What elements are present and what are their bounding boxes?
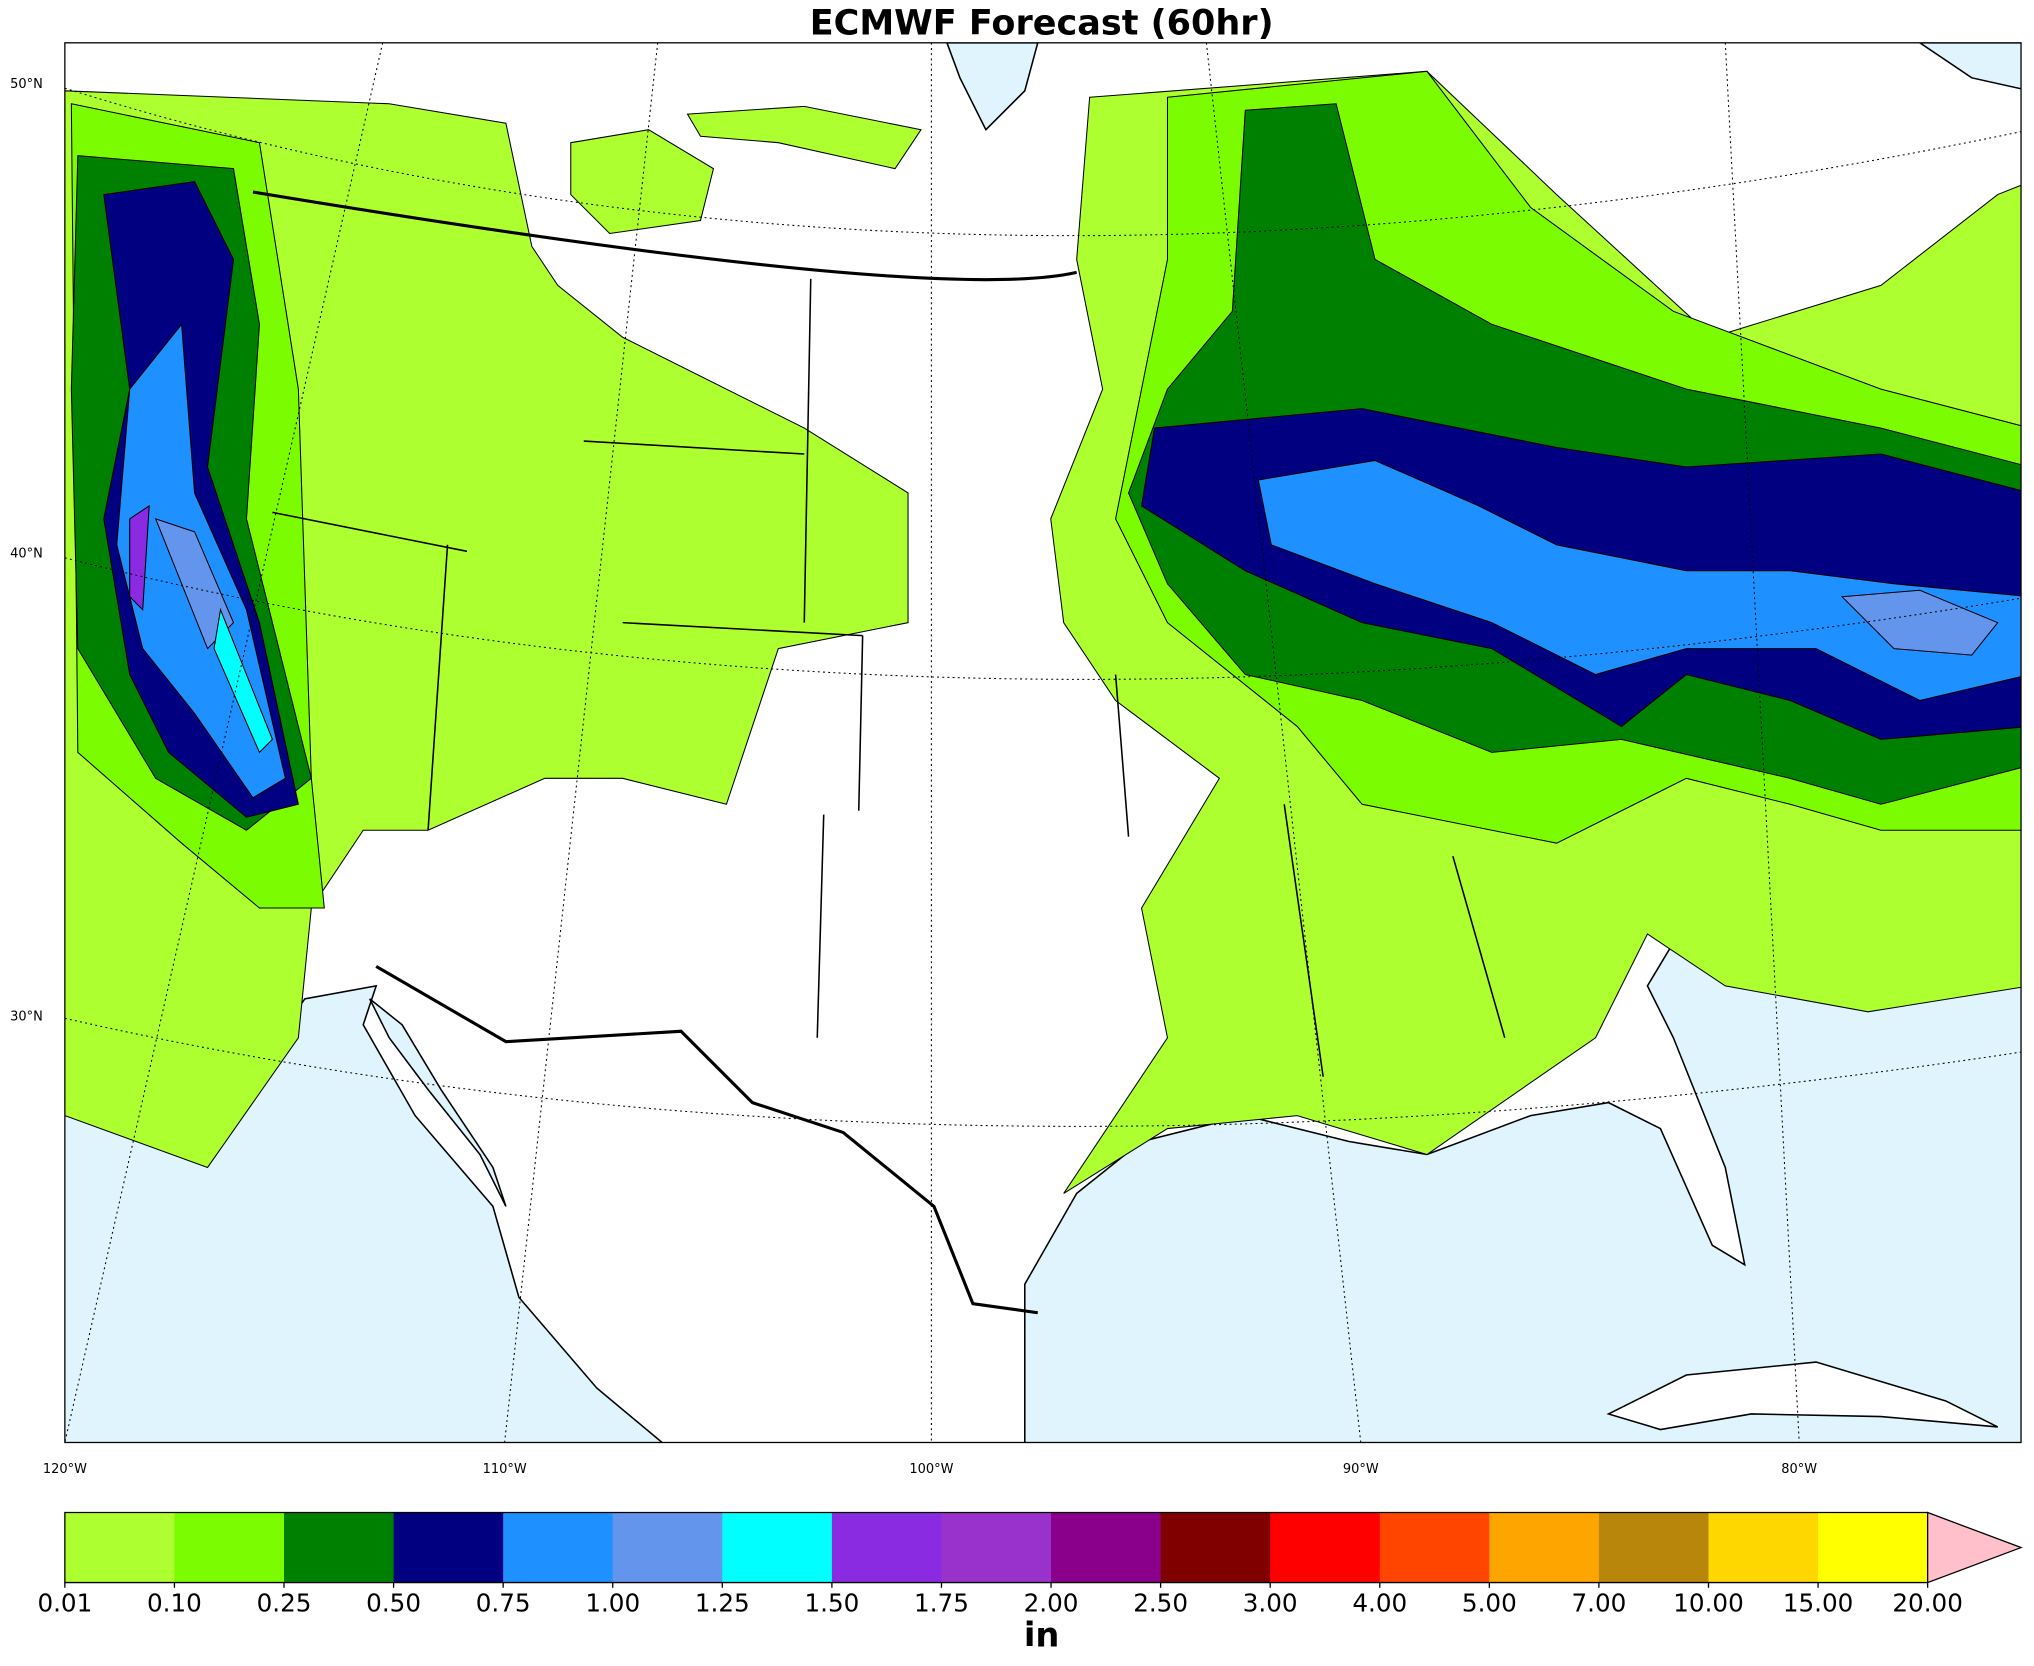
lon-label: 110°W <box>483 1462 527 1477</box>
colorbar-tick-label: 0.50 <box>366 1589 421 1618</box>
graticule <box>64 42 2022 1443</box>
colorbar-tick-label: 1.75 <box>914 1589 969 1618</box>
colorbar-bin <box>1270 1512 1381 1583</box>
plot: ECMWF Forecast (60hr) 50°N 40°N 30°N 1 <box>10 3 2023 1655</box>
colorbar-bin <box>1818 1512 1929 1583</box>
cuba <box>1606 1361 1999 1431</box>
colorbar-bin <box>722 1512 833 1583</box>
colorbar-extend <box>1926 1511 2023 1584</box>
precip-area <box>154 518 1999 656</box>
mexico-border <box>375 965 1038 1315</box>
lon-label: 90°W <box>1343 1462 1379 1477</box>
colorbar-bin <box>1379 1512 1490 1583</box>
colorbar-tick-label: 5.00 <box>1462 1589 1517 1618</box>
colorbar-bin <box>1598 1512 1710 1583</box>
colorbar-bin <box>393 1512 504 1583</box>
lat-label: 40°N <box>10 546 43 561</box>
colorbar-tick-label: 0.10 <box>147 1589 202 1618</box>
colorbar-tick-label: 7.00 <box>1571 1589 1626 1618</box>
lon-label: 100°W <box>909 1462 953 1477</box>
map <box>64 42 2022 1443</box>
colorbar-tick-label: 3.00 <box>1243 1589 1298 1618</box>
lon-label: 120°W <box>43 1462 87 1477</box>
lat-label: 50°N <box>10 77 43 92</box>
colorbar-bin <box>1489 1512 1600 1583</box>
colorbar-tick-label: 20.00 <box>1892 1589 1962 1618</box>
precip-area <box>213 607 274 754</box>
colorbar-bin <box>1160 1512 1271 1583</box>
precip-area <box>129 504 150 611</box>
precip-area <box>570 105 922 235</box>
lat-label: 30°N <box>10 1010 43 1025</box>
colorbar-tick-label: 2.50 <box>1133 1589 1188 1618</box>
colorbar-tick-label: 0.01 <box>37 1589 92 1618</box>
colorbar-tick-label: 0.75 <box>476 1589 531 1618</box>
colorbar-bin <box>831 1512 943 1583</box>
precip-area <box>1257 459 2022 702</box>
colorbar-bin <box>941 1512 1052 1583</box>
colorbar-tick-label: 15.00 <box>1783 1589 1854 1618</box>
gulf-of-california <box>369 998 507 1207</box>
lon-label: 80°W <box>1781 1462 1817 1477</box>
colorbar-bin <box>1708 1512 1819 1583</box>
colorbar-bin <box>612 1512 723 1583</box>
colorbar-outline <box>64 1511 1928 1584</box>
title: ECMWF Forecast (60hr) <box>810 3 1274 44</box>
north-water <box>946 42 2022 132</box>
colorbar: 0.01 0.10 0.25 0.50 0.75 1.00 1.25 1.50 1.75 2.00… <box>37 1511 2023 1618</box>
colorbar-tick-label: 10.00 <box>1673 1589 1743 1618</box>
colorbar-bin <box>503 1512 614 1583</box>
colorbar-bin <box>1051 1512 1162 1583</box>
precip-field <box>64 70 2022 1194</box>
colorbar-tick-label: 2.00 <box>1024 1589 1079 1618</box>
colorbar-bin <box>64 1512 176 1583</box>
colorbar-bin <box>284 1512 395 1583</box>
colorbar-tick-label: 1.00 <box>585 1589 640 1618</box>
colorbar-tick-label: 0.25 <box>257 1589 312 1618</box>
state-lines <box>272 278 1506 1077</box>
map-frame <box>64 42 2022 1444</box>
colorbar-bin <box>174 1512 285 1583</box>
colorbar-unit: in <box>1024 1616 1060 1655</box>
canada-border <box>252 190 1078 282</box>
colorbar-tick-label: 4.00 <box>1352 1589 1407 1618</box>
colorbar-tick-label: 1.25 <box>695 1589 750 1618</box>
colorbar-tick-label: 1.50 <box>804 1589 859 1618</box>
